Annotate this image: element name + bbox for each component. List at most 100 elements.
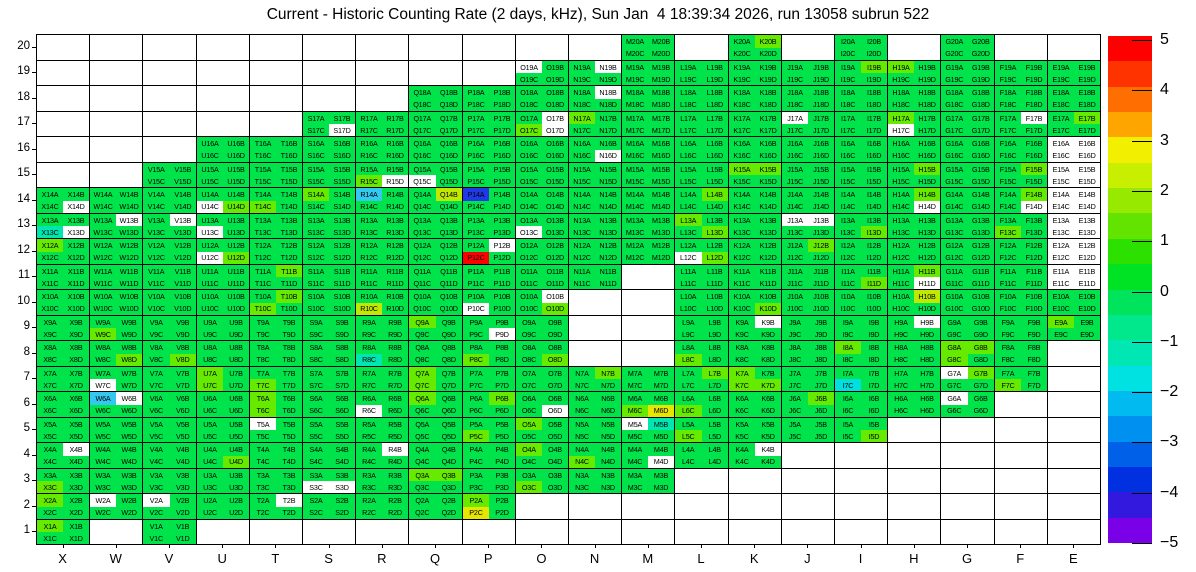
subcell-label-K17A: K17A <box>729 112 755 124</box>
detector-cell-R18 <box>355 85 409 112</box>
subcell-label-F7C: F7C <box>995 379 1021 391</box>
subcell-label-Q7A: Q7A <box>409 367 436 379</box>
subcell-label-X10D: X10D <box>63 302 89 315</box>
detector-cell-P6: P6A P6B P6C P6D <box>462 391 516 418</box>
subcell-label-O12B: O12B <box>542 239 568 252</box>
subcell-label-G15D: G15D <box>967 175 994 187</box>
subcell-label-L10B: L10B <box>701 290 728 303</box>
subcell-label-E10A: E10A <box>1048 290 1074 303</box>
detector-cell-X13: X13A X13B X13C X13D <box>36 213 90 239</box>
subcell-label-X5A: X5A <box>37 418 63 430</box>
subcell-label-L12A: L12A <box>675 239 702 252</box>
subcell-label-K19A: K19A <box>729 61 755 73</box>
subcell-label-F10C: F10C <box>995 302 1021 315</box>
x-tick-label-H: H <box>909 551 919 566</box>
detector-cell-H12: H12A H12B H12C H12D <box>887 238 941 265</box>
subcell-label-I12A: I12A <box>835 239 861 252</box>
subcell-label-W6A: W6A <box>90 392 116 405</box>
subcell-label-G6B: G6B <box>967 392 994 405</box>
subcell-label-X3C: X3C <box>37 481 63 493</box>
subcell-label-W2B: W2B <box>116 494 142 507</box>
subcell-label-P10B: P10B <box>489 290 515 303</box>
x-axis-tick <box>116 544 117 548</box>
subcell-label-K9C: K9C <box>729 328 755 340</box>
detector-cell-V9: V9A V9B V9C V9D <box>142 315 197 341</box>
subcell-label-P3C: P3C <box>463 481 489 493</box>
detector-cell-M15: M15A M15B M15C M15D <box>621 162 675 188</box>
subcell-label-G19C: G19C <box>941 73 968 85</box>
detector-cell-G3 <box>940 468 995 494</box>
subcell-label-E13A: E13A <box>1048 214 1074 226</box>
subcell-label-X2D: X2D <box>63 506 89 519</box>
subcell-label-H9B: H9B <box>914 316 940 328</box>
subcell-label-R12A: R12A <box>356 239 382 252</box>
subcell-label-T11C: T11C <box>250 277 276 289</box>
subcell-label-U8B: U8B <box>223 341 249 354</box>
subcell-label-M5D: M5D <box>648 430 674 442</box>
subcell-label-S16A: S16A <box>303 137 329 150</box>
subcell-label-X5C: X5C <box>37 430 63 442</box>
detector-cell-F16: F16A F16B F16C F16D <box>994 136 1048 163</box>
x-tick-label-E: E <box>1069 551 1078 566</box>
detector-cell-Q15: Q15A Q15B Q15C Q15D <box>408 162 463 188</box>
subcell-label-K11C: K11C <box>729 277 755 289</box>
subcell-label-M17D: M17D <box>648 124 674 136</box>
subcell-label-I6D: I6D <box>861 404 887 417</box>
subcell-label-I7D: I7D <box>861 379 887 391</box>
y-axis-tick <box>32 72 36 73</box>
subcell-label-H6B: H6B <box>914 392 940 405</box>
detector-cell-X8: X8A X8B X8C X8D <box>36 340 90 367</box>
subcell-label-K20D: K20D <box>755 47 781 60</box>
detector-cell-M18: M18A M18B M18C M18D <box>621 85 675 112</box>
subcell-label-H9A: H9A <box>888 316 914 328</box>
subcell-label-T5C: T5C <box>250 430 276 442</box>
detector-cell-S1 <box>302 519 356 545</box>
subcell-label-F17A: F17A <box>995 112 1021 124</box>
subcell-label-P2A: P2A <box>463 494 489 507</box>
x-axis-tick <box>967 544 968 548</box>
detector-cell-H3 <box>887 468 941 494</box>
subcell-label-U12C: U12C <box>197 251 223 264</box>
detector-cell-I19: I19A I19B I19C I19D <box>834 60 888 86</box>
subcell-label-Q11C: Q11C <box>409 277 436 289</box>
subcell-label-X4D: X4D <box>63 455 89 468</box>
detector-cell-P10: P10A P10B P10C P10D <box>462 289 516 316</box>
subcell-label-G13D: G13D <box>967 226 994 238</box>
subcell-label-N19C: N19C <box>569 73 595 85</box>
subcell-label-O16A: O16A <box>516 137 542 150</box>
detector-cell-Q9: Q9A Q9B Q9C Q9D <box>408 315 463 341</box>
detector-cell-H1 <box>887 519 941 545</box>
subcell-label-T11D: T11D <box>276 277 302 289</box>
subcell-label-X9A: X9A <box>37 316 63 328</box>
subcell-label-K10C: K10C <box>729 302 755 315</box>
subcell-label-X5B: X5B <box>63 418 89 430</box>
subcell-label-Q17A: Q17A <box>409 112 436 124</box>
detector-cell-S6: S6A S6B S6C S6D <box>302 391 356 418</box>
subcell-label-N6C: N6C <box>569 404 595 417</box>
subcell-label-L12C: L12C <box>675 251 702 264</box>
subcell-label-E13D: E13D <box>1074 226 1100 238</box>
subcell-label-I9A: I9A <box>835 316 861 328</box>
detector-cell-I6: I6A I6B I6C I6D <box>834 391 888 418</box>
subcell-label-S7A: S7A <box>303 367 329 379</box>
detector-cell-V16 <box>142 136 197 163</box>
subcell-label-P15D: P15D <box>489 175 515 187</box>
subcell-label-L17C: L17C <box>675 124 702 136</box>
x-axis-tick <box>807 544 808 548</box>
colorbar-band <box>1108 340 1152 366</box>
x-axis-tick <box>595 544 596 548</box>
detector-cell-V10: V10A V10B V10C V10D <box>142 289 197 316</box>
detector-cell-S7: S7A S7B S7C S7D <box>302 366 356 392</box>
y-tick-label-13: 13 <box>17 218 30 231</box>
subcell-label-L18B: L18B <box>701 86 728 99</box>
subcell-label-S9C: S9C <box>303 328 329 340</box>
detector-cell-N10 <box>568 289 622 316</box>
subcell-label-J14C: J14C <box>782 200 808 213</box>
subcell-label-R5A: R5A <box>356 418 382 430</box>
subcell-label-G17C: G17C <box>941 124 968 136</box>
subcell-label-J18A: J18A <box>782 86 808 99</box>
subcell-label-X14C: X14C <box>37 200 63 213</box>
subcell-label-V15C: V15C <box>143 175 170 187</box>
subcell-label-E18D: E18D <box>1074 98 1100 111</box>
subcell-label-M12D: M12D <box>648 251 674 264</box>
